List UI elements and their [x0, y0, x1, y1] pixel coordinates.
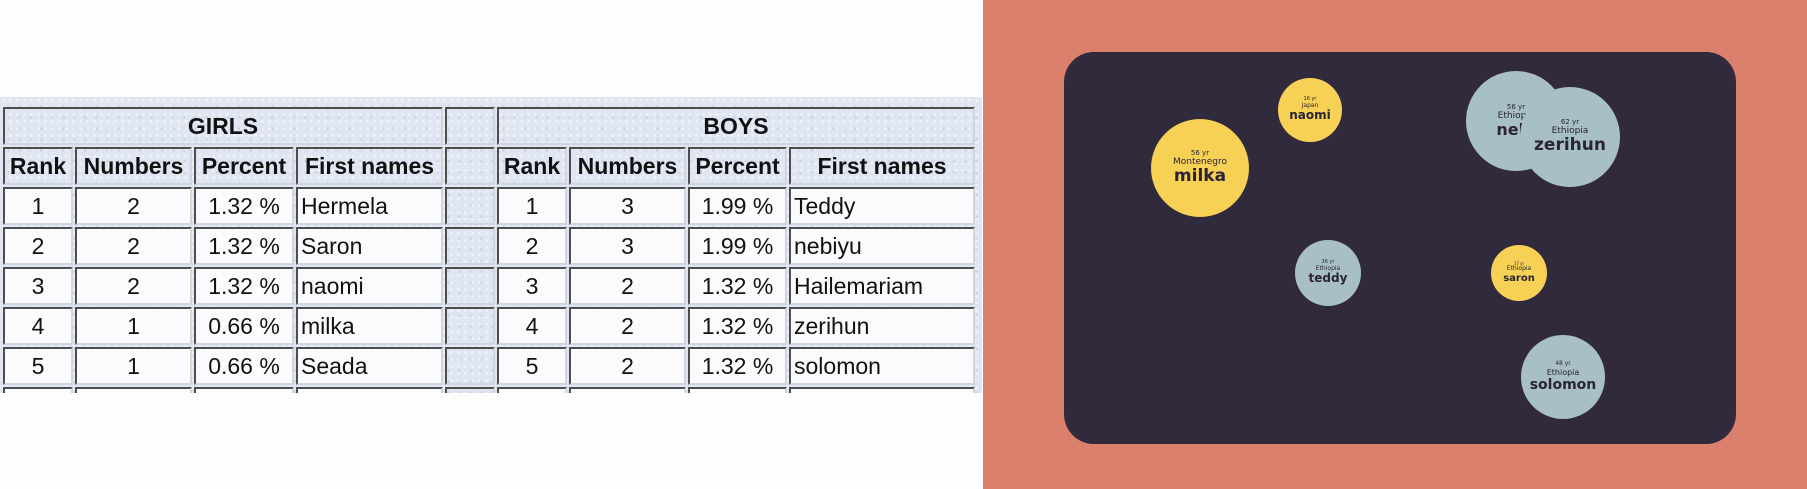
boys-number-cell: 2: [569, 307, 686, 345]
bubble-age: 62 yr: [1560, 118, 1580, 127]
boys-title: BOYS: [497, 107, 975, 145]
girls-rank-cell: 3: [3, 267, 73, 305]
boys-name-cell: solomon: [789, 347, 975, 385]
bubble-country: Ethiopia: [1506, 265, 1532, 273]
boys-percent-cell: 1.99 %: [688, 227, 787, 265]
boys-number-cell: 2: [569, 347, 686, 385]
spacer-cell: [445, 347, 495, 385]
girls-number-cell: 2: [75, 227, 192, 265]
boys-percent-cell: 1.99 %: [688, 187, 787, 225]
bubble-age: 56 yr: [1190, 149, 1210, 158]
spacer-cell: [445, 267, 495, 305]
boys-row-cutoff-cell: [789, 387, 975, 393]
bubble-name: milka: [1173, 166, 1227, 187]
bubble-country: Montenegro: [1172, 157, 1227, 168]
girls-percent-cell: 0.66 %: [194, 307, 294, 345]
boys-name-cell: Teddy: [789, 187, 975, 225]
bubble-country: Ethiopia: [1315, 264, 1341, 272]
girls-rank-cell: 4: [3, 307, 73, 345]
bubble-age: 16 yr: [1303, 95, 1317, 102]
boys-percent-cell: 1.32 %: [688, 307, 787, 345]
boys-percent-cell: 1.32 %: [688, 267, 787, 305]
girls-name-cell: Hermela: [296, 187, 443, 225]
name-bubble-milka[interactable]: 56 yr Montenegro milka: [1151, 119, 1249, 217]
spacer-cell: [445, 387, 495, 393]
spacer-cell: [445, 227, 495, 265]
girls-percent-cell: 1.32 %: [194, 187, 294, 225]
names-table-panel: GIRLS BOYS Rank Rank Numbers Numbers Percent Pe…: [0, 97, 982, 393]
girls-name-cell: naomi: [296, 267, 443, 305]
bubble-age: 56 yr: [1506, 102, 1526, 111]
boys-name-cell: nebiyu: [789, 227, 975, 265]
girls-rank-cell: 5: [3, 347, 73, 385]
girls-row-cutoff-cell: [296, 387, 443, 393]
boys-rank-cell: 4: [497, 307, 567, 345]
boys-name-cell: Hailemariam: [789, 267, 975, 305]
spacer-cell: [445, 307, 495, 345]
girls-row-cutoff-cell: [75, 387, 192, 393]
boys-number-cell: 2: [569, 267, 686, 305]
girls-name-cell: Seada: [296, 347, 443, 385]
girls-title: GIRLS: [3, 107, 443, 145]
boys-rank-cell: 2: [497, 227, 567, 265]
girls-row-cutoff-cell: [3, 387, 73, 393]
girls-number-cell: 1: [75, 307, 192, 345]
bubble-country: Ethiopia: [1546, 367, 1580, 377]
bubble-card: 56 yr Montenegro milka 16 yr Japan naomi 56 yr…: [1064, 52, 1736, 444]
spacer-cell: [445, 107, 495, 145]
bubble-age: 36 yr: [1321, 258, 1335, 265]
boys-col-numbers-header: Numbers: [569, 147, 686, 185]
girls-number-cell: 2: [75, 267, 192, 305]
girls-name-cell: milka: [296, 307, 443, 345]
girls-col-numbers-header: Numbers: [75, 147, 192, 185]
girls-col-first-names-header: First names: [296, 147, 443, 185]
boys-col-percent-header: Percent: [688, 147, 787, 185]
name-bubble-zerihun[interactable]: 62 yr Ethiopia zerihun: [1520, 87, 1620, 187]
girls-number-cell: 2: [75, 187, 192, 225]
name-bubble-teddy[interactable]: 36 yr Ethiopia teddy: [1295, 240, 1361, 306]
boys-row-cutoff-cell: [569, 387, 686, 393]
name-bubble-solomon[interactable]: 48 yr Ethiopia solomon: [1521, 335, 1605, 419]
boys-name-cell: zerihun: [789, 307, 975, 345]
bubble-name: saron: [1503, 272, 1535, 284]
boys-number-cell: 3: [569, 187, 686, 225]
boys-rank-cell: 3: [497, 267, 567, 305]
bubble-visualization-panel: 56 yr Montenegro milka 16 yr Japan naomi 56 yr…: [983, 0, 1807, 489]
girls-rank-cell: 1: [3, 187, 73, 225]
names-ranking-table: GIRLS BOYS Rank Rank Numbers Numbers Percent Pe…: [0, 97, 982, 393]
girls-name-cell: Saron: [296, 227, 443, 265]
girls-rank-cell: 2: [3, 227, 73, 265]
spacer-cell: [445, 187, 495, 225]
girls-percent-cell: 1.32 %: [194, 267, 294, 305]
boys-rank-cell: 5: [497, 347, 567, 385]
girls-number-cell: 1: [75, 347, 192, 385]
bubble-name: zerihun: [1534, 135, 1606, 156]
bubble-age: 17 yr: [1513, 260, 1525, 266]
boys-col-rank-header: Rank: [497, 147, 567, 185]
bubble-country: Japan: [1301, 101, 1319, 109]
bubble-country: Ethiopia: [1497, 110, 1535, 121]
bubble-name: naomi: [1289, 108, 1331, 123]
name-bubble-saron[interactable]: 17 yr Ethiopia saron: [1491, 245, 1547, 301]
girls-col-percent-header: Percent: [194, 147, 294, 185]
girls-row-cutoff-cell: [194, 387, 294, 393]
boys-rank-cell: 1: [497, 187, 567, 225]
girls-col-rank-header: Rank: [3, 147, 73, 185]
boys-number-cell: 3: [569, 227, 686, 265]
girls-percent-cell: 0.66 %: [194, 347, 294, 385]
boys-col-first-names-header: First names: [789, 147, 975, 185]
boys-row-cutoff-cell: [688, 387, 787, 393]
boys-row-cutoff-cell: [497, 387, 567, 393]
bubble-name: solomon: [1529, 376, 1597, 393]
name-bubble-naomi[interactable]: 16 yr Japan naomi: [1278, 78, 1342, 142]
girls-percent-cell: 1.32 %: [194, 227, 294, 265]
bubble-age: 48 yr: [1555, 359, 1571, 367]
bubble-country: Ethiopia: [1551, 126, 1589, 137]
boys-percent-cell: 1.32 %: [688, 347, 787, 385]
spacer-cell: [445, 147, 495, 185]
bubble-name: teddy: [1308, 271, 1348, 286]
